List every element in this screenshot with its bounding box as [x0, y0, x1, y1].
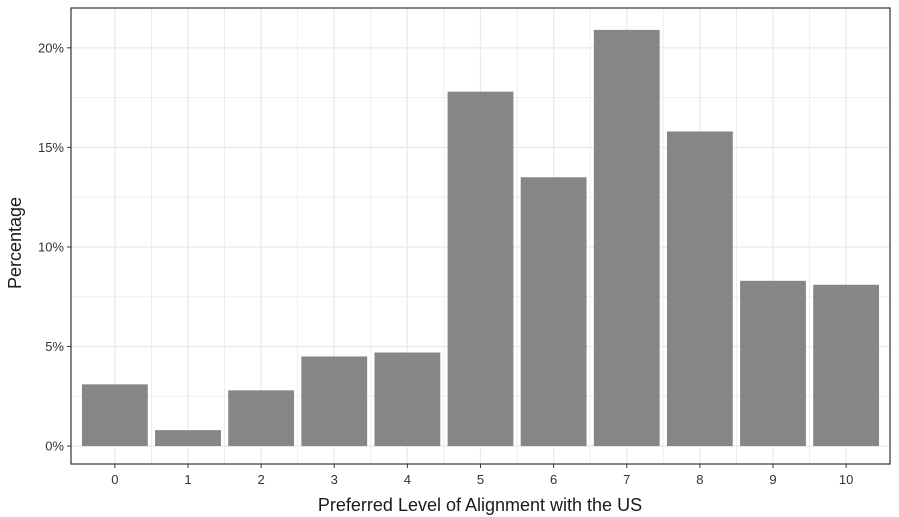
bar-4 [374, 352, 441, 447]
bar-3 [301, 356, 368, 447]
x-tick-label: 7 [623, 472, 630, 487]
y-tick-label: 5% [45, 339, 64, 354]
x-tick-label: 9 [769, 472, 776, 487]
bar-0 [81, 384, 148, 447]
x-tick-label: 4 [404, 472, 411, 487]
bar-1 [155, 430, 221, 447]
bar-8 [666, 131, 733, 447]
bar-2 [228, 390, 295, 447]
bar-6 [520, 177, 587, 447]
x-axis: 0 1 2 3 4 5 6 7 8 9 10 [111, 464, 853, 487]
minor-gridlines-x [151, 8, 810, 464]
bar-7 [593, 29, 660, 447]
x-axis-title: Preferred Level of Alignment with the US [318, 495, 642, 515]
x-tick-label: 5 [477, 472, 484, 487]
y-tick-label: 10% [38, 239, 64, 254]
bar-10 [813, 284, 880, 447]
x-tick-label: 0 [111, 472, 118, 487]
x-tick-label: 10 [839, 472, 853, 487]
x-tick-label: 6 [550, 472, 557, 487]
y-tick-label: 0% [45, 439, 64, 454]
bar-9 [740, 280, 806, 447]
y-axis-title: Percentage [5, 197, 25, 289]
x-tick-label: 2 [258, 472, 265, 487]
x-tick-label: 8 [696, 472, 703, 487]
bars [81, 29, 880, 447]
y-tick-label: 20% [38, 40, 64, 55]
x-tick-label: 3 [331, 472, 338, 487]
y-axis: 0% 5% 10% 15% 20% [38, 40, 71, 454]
y-tick-label: 15% [38, 140, 64, 155]
bar-5 [447, 91, 514, 447]
x-tick-label: 1 [184, 472, 191, 487]
